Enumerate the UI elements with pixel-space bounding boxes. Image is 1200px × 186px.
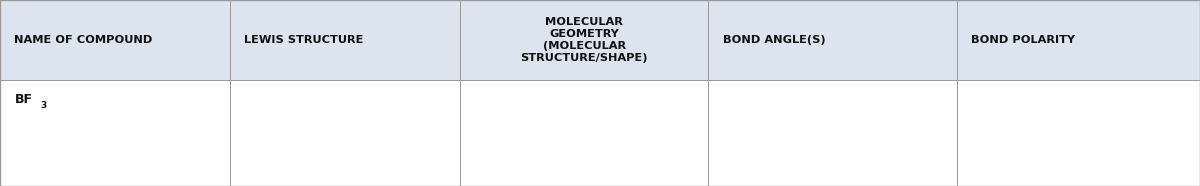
Bar	[956, 80, 1200, 186]
Bar	[230, 0, 460, 80]
Bar	[708, 0, 956, 80]
Text: MOLECULAR
GEOMETRY
(MOLECULAR
STRUCTURE/SHAPE): MOLECULAR GEOMETRY (MOLECULAR STRUCTURE/…	[521, 17, 648, 63]
Bar	[230, 80, 460, 186]
Bar	[0, 0, 230, 80]
Text: LEWIS STRUCTURE: LEWIS STRUCTURE	[245, 35, 364, 45]
Bar	[0, 80, 230, 186]
Text: BF: BF	[14, 93, 32, 106]
Text: 3: 3	[41, 100, 47, 110]
Bar	[460, 0, 708, 80]
Text: BOND ANGLE(S): BOND ANGLE(S)	[722, 35, 826, 45]
Bar	[956, 0, 1200, 80]
Text: BOND POLARITY: BOND POLARITY	[971, 35, 1075, 45]
Bar	[708, 80, 956, 186]
Text: NAME OF COMPOUND: NAME OF COMPOUND	[14, 35, 152, 45]
Bar	[460, 80, 708, 186]
